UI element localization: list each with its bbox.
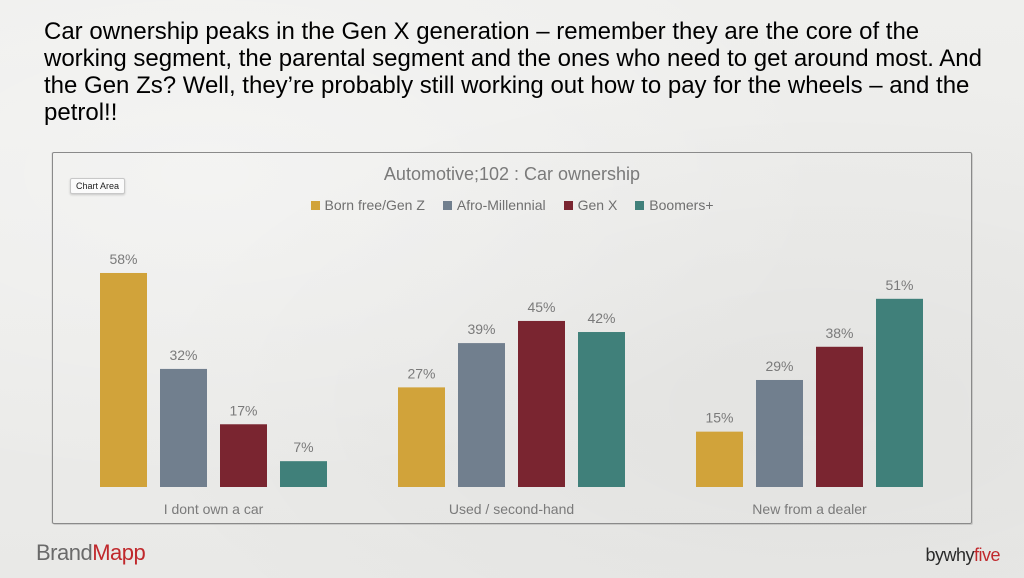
legend-swatch-gen-x — [563, 200, 573, 210]
legend-item-gen-x: Gen X — [563, 197, 618, 213]
data-label-boomers-new-from-a-dealer: 51% — [885, 277, 913, 293]
bar-gen-x-new-from-a-dealer — [816, 346, 863, 487]
bywhyfive-logo-part-2: five — [973, 545, 1001, 565]
data-label-born-free-gen-z-i-dont-own-a-car: 58% — [109, 251, 137, 267]
data-label-gen-x-used-second-hand: 45% — [527, 299, 555, 315]
brandmapp-logo-part-1: Brand — [36, 540, 93, 565]
legend-swatch-gen-z — [310, 200, 320, 210]
bar-boomers-used-second-hand — [578, 332, 625, 487]
legend-label-boomers: Boomers+ — [649, 197, 714, 213]
data-label-boomers-i-dont-own-a-car: 7% — [293, 439, 313, 455]
category-label-used-second-hand: Used / second-hand — [449, 501, 574, 517]
legend-swatch-afro-millennial — [442, 200, 452, 210]
category-label-new-from-a-dealer: New from a dealer — [752, 501, 867, 517]
bar-born-free-gen-z-new-from-a-dealer — [696, 431, 743, 487]
data-label-born-free-gen-z-new-from-a-dealer: 15% — [705, 410, 733, 426]
bar-boomers-i-dont-own-a-car — [280, 461, 327, 487]
bar-afro-millennial-new-from-a-dealer — [756, 379, 803, 487]
legend-label-afro-millennial: Afro-Millennial — [456, 197, 546, 213]
data-label-born-free-gen-z-used-second-hand: 27% — [407, 365, 435, 381]
bar-born-free-gen-z-used-second-hand — [398, 387, 445, 487]
bar-born-free-gen-z-i-dont-own-a-car — [100, 272, 147, 487]
bar-gen-x-used-second-hand — [518, 320, 565, 487]
bywhyfive-logo-part-1: bywhy — [925, 545, 974, 565]
data-label-afro-millennial-used-second-hand: 39% — [467, 321, 495, 337]
chart-legend: Born free/Gen Z Afro-Millennial Gen X Bo… — [0, 197, 1024, 213]
data-label-boomers-used-second-hand: 42% — [587, 310, 615, 326]
legend-swatch-boomers — [635, 200, 645, 210]
chart-area-tooltip: Chart Area — [70, 178, 126, 194]
legend-item-gen-z: Born free/Gen Z — [310, 197, 425, 213]
legend-item-boomers: Boomers+ — [635, 197, 714, 213]
category-label-i-dont-own-a-car: I dont own a car — [164, 501, 264, 517]
bar-afro-millennial-used-second-hand — [458, 343, 505, 487]
data-label-gen-x-new-from-a-dealer: 38% — [825, 325, 853, 341]
legend-item-afro-millennial: Afro-Millennial — [442, 197, 546, 213]
headline: Car ownership peaks in the Gen X generat… — [44, 18, 982, 126]
chart-frame[interactable] — [52, 152, 972, 524]
brandmapp-logo: BrandMapp — [36, 540, 146, 566]
bar-gen-x-i-dont-own-a-car — [220, 424, 267, 487]
bar-afro-millennial-i-dont-own-a-car — [160, 368, 207, 487]
legend-label-gen-x: Gen X — [577, 197, 618, 213]
bywhyfive-logo: bywhyfive — [925, 545, 1000, 566]
brandmapp-logo-part-2: Mapp — [92, 540, 146, 565]
data-label-afro-millennial-new-from-a-dealer: 29% — [765, 358, 793, 374]
bar-boomers-new-from-a-dealer — [876, 298, 923, 487]
legend-label-gen-z: Born free/Gen Z — [324, 197, 425, 213]
data-label-gen-x-i-dont-own-a-car: 17% — [229, 402, 257, 418]
data-label-afro-millennial-i-dont-own-a-car: 32% — [169, 347, 197, 363]
chart-title: Automotive;102 : Car ownership — [383, 164, 641, 184]
